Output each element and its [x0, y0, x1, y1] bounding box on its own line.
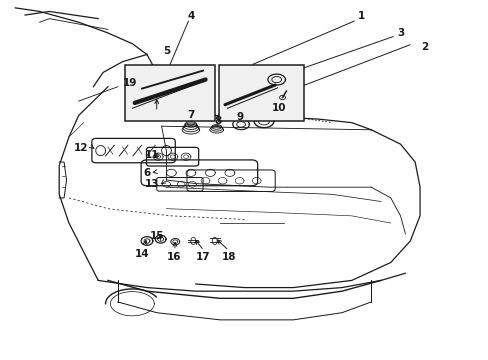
Text: 17: 17: [195, 252, 210, 262]
Text: 11: 11: [144, 150, 159, 160]
Text: 15: 15: [149, 231, 163, 240]
Text: 19: 19: [122, 78, 137, 88]
Text: 7: 7: [187, 111, 194, 121]
Text: 12: 12: [74, 143, 88, 153]
Text: 9: 9: [236, 112, 243, 122]
Text: 18: 18: [221, 252, 236, 262]
Text: 6: 6: [143, 168, 150, 178]
Text: 3: 3: [396, 28, 404, 38]
Bar: [219, 65, 304, 121]
Text: 2: 2: [421, 42, 427, 52]
Text: 13: 13: [144, 179, 159, 189]
Text: 1: 1: [357, 11, 365, 21]
Text: 16: 16: [166, 252, 181, 262]
Text: 10: 10: [271, 103, 285, 113]
Text: 14: 14: [135, 248, 149, 258]
Text: 5: 5: [163, 46, 170, 56]
Bar: [125, 65, 215, 121]
Text: 4: 4: [187, 11, 194, 21]
Text: 8: 8: [214, 116, 221, 126]
